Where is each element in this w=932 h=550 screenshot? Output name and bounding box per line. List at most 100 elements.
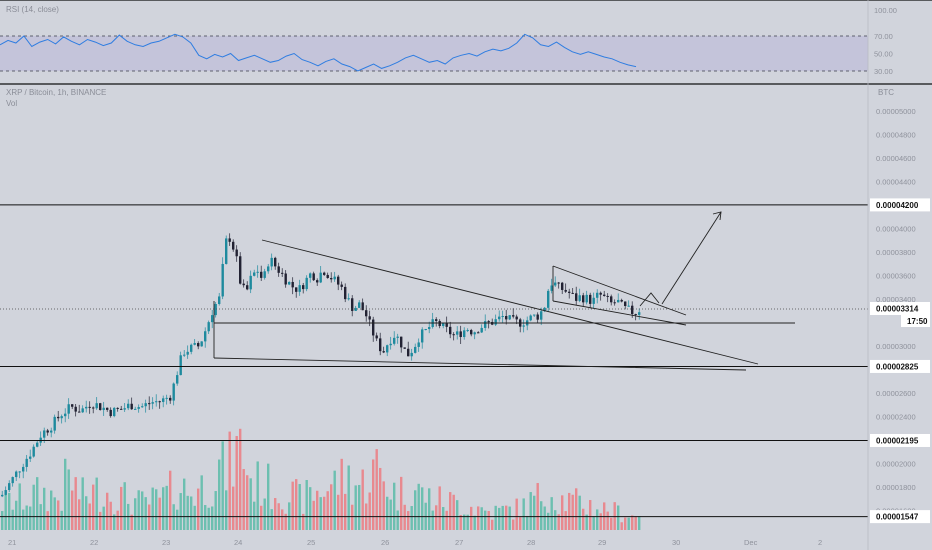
flag-upper-line[interactable] <box>552 265 687 316</box>
candle-body <box>64 413 67 417</box>
candle-body <box>288 281 291 285</box>
volume-bar <box>113 514 116 530</box>
candle-body <box>106 407 109 410</box>
volume-bar <box>375 449 378 530</box>
volume-bar <box>267 463 270 530</box>
candle-body <box>281 272 284 274</box>
candle-body <box>162 398 165 402</box>
volume-bar <box>568 492 571 530</box>
volume-bar <box>529 492 532 530</box>
candle-body <box>295 287 298 292</box>
candle-body <box>459 331 462 338</box>
breakout-projection-line[interactable] <box>661 211 722 305</box>
price-axis-label: 0.00004600 <box>876 154 916 163</box>
volume-bar <box>158 497 161 530</box>
volume-bar <box>554 510 557 530</box>
volume-bar <box>281 509 284 530</box>
volume-bar <box>484 510 487 530</box>
candle-body <box>298 285 301 292</box>
volume-bar <box>67 469 70 530</box>
level-label-bg <box>870 359 930 373</box>
level-labels[interactable]: 0.00004200 0.00002825 0.00002195 0.00001547 <box>870 198 930 524</box>
volume-bar <box>176 509 179 530</box>
horizontal-levels[interactable] <box>0 204 868 518</box>
volume-bar <box>421 487 424 530</box>
volume-bar <box>15 500 18 530</box>
candle-body <box>249 275 252 290</box>
time-axis-label: 29 <box>598 538 606 547</box>
candle-body <box>43 430 46 438</box>
volume-bar <box>144 497 147 530</box>
candle-body <box>57 416 60 419</box>
candle-body <box>102 407 105 411</box>
rsi-axis-label: 30.00 <box>874 67 893 76</box>
triangle-upper-trendline[interactable] <box>261 239 759 365</box>
breakout-small-arrow[interactable] <box>639 292 660 307</box>
currency-label[interactable]: BTC <box>878 88 894 97</box>
candle-body <box>473 332 476 335</box>
volume-bar <box>536 483 539 530</box>
volume-bar <box>452 494 455 530</box>
candle-body <box>547 290 550 308</box>
price-axis-label: 0.00002400 <box>876 412 916 421</box>
volume-bar <box>564 511 567 530</box>
volume-bar <box>403 504 406 530</box>
volume-bar <box>344 493 347 530</box>
current-price-value: 0.00003314 <box>876 305 919 314</box>
volume-bar <box>323 496 326 530</box>
candle-body <box>158 401 161 403</box>
breakout-arrowhead[interactable] <box>712 211 722 221</box>
triangle-lower-trendline[interactable] <box>213 357 747 371</box>
candle-body <box>421 329 424 343</box>
time-axis[interactable]: 21 22 23 24 25 26 27 28 29 30 Dec 2 <box>8 538 822 547</box>
candle-body <box>501 316 504 318</box>
volume-bar <box>221 441 224 530</box>
level-label-bg <box>870 198 930 212</box>
volume-bar <box>494 505 497 530</box>
volume-bar <box>120 486 123 530</box>
volume-bar <box>274 498 277 530</box>
price-axis-label: 0.00004000 <box>876 224 916 233</box>
volume-bar <box>214 491 217 530</box>
volume-bar <box>606 511 609 530</box>
volume-label[interactable]: Vol <box>6 99 18 108</box>
symbol-title[interactable]: XRP / Bitcoin, 1h, BINANCE <box>6 88 107 97</box>
time-axis-label: 25 <box>307 538 315 547</box>
volume-bar <box>442 507 445 530</box>
candle-body <box>389 343 392 346</box>
candle-body <box>438 320 441 327</box>
candle-body <box>596 292 599 298</box>
candle-body <box>305 277 308 290</box>
candle-body <box>365 310 368 317</box>
volume-bar <box>305 480 308 530</box>
candle-body <box>134 408 137 410</box>
volume-bar <box>190 496 193 530</box>
volume-bar <box>480 507 483 530</box>
volume-bar <box>249 478 252 530</box>
volume-bar <box>435 505 438 530</box>
trend-drawings[interactable] <box>213 211 795 371</box>
volume-bar <box>417 483 420 530</box>
candle-body <box>536 314 539 320</box>
volume-bar <box>85 496 88 530</box>
candle-body <box>631 305 634 315</box>
candle-body <box>323 272 326 275</box>
candle-body <box>617 299 620 303</box>
volume-bar <box>179 493 182 530</box>
flag-lower-line[interactable] <box>552 300 687 326</box>
volume-bar <box>25 505 28 530</box>
candle-body <box>25 458 28 467</box>
time-axis-label: 28 <box>527 538 535 547</box>
volume-bar <box>316 490 319 530</box>
current-price-label[interactable]: 0.00003314 17:50 <box>870 302 930 327</box>
candle-body <box>477 332 480 334</box>
volume-bar <box>141 491 144 530</box>
volume-bar <box>232 486 235 530</box>
candle-body <box>333 276 336 280</box>
volume-bar <box>92 484 95 530</box>
rsi-title[interactable]: RSI (14, close) <box>6 5 59 14</box>
volume-bar <box>207 507 210 530</box>
candle-body <box>403 347 406 349</box>
candle-body <box>109 409 112 417</box>
